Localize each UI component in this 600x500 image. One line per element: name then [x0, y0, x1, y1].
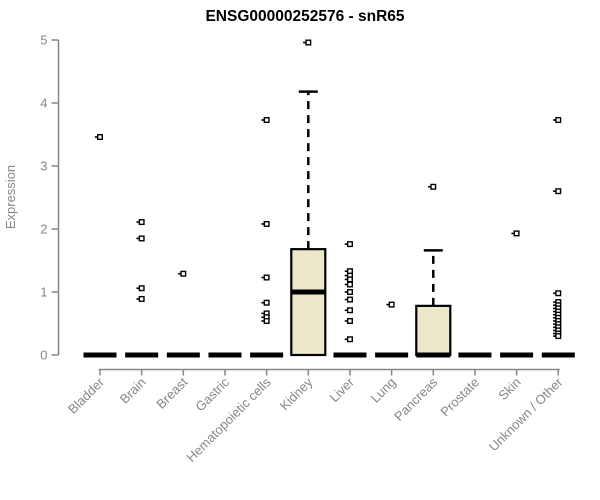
outlier-marker [513, 230, 520, 237]
y-tick-label: 4 [40, 96, 47, 111]
x-category-label-bladder: Bladder [65, 374, 108, 417]
y-tick-label: 5 [40, 33, 47, 48]
y-tick-label: 1 [40, 285, 47, 300]
outlier-marker [263, 274, 270, 281]
zero-bar-unknown-other [541, 352, 575, 358]
outlier-marker [138, 219, 145, 226]
box-group-gastric [208, 352, 242, 358]
zero-bar-brain [125, 352, 159, 358]
box-group-pancreas [415, 183, 452, 358]
outlier-marker [388, 301, 395, 308]
x-category-label-prostate: Prostate [437, 375, 482, 420]
box-group-prostate [458, 352, 492, 358]
box-group-brain [125, 219, 159, 358]
x-category-label-liver: Liver [327, 374, 358, 405]
y-tick-label: 0 [40, 348, 47, 363]
zero-bar-gastric [208, 352, 242, 358]
box-group-liver [333, 241, 367, 358]
box-group-hematopoietic-cells [250, 117, 284, 358]
zero-bar-bladder [83, 352, 117, 358]
box-group-kidney [290, 39, 327, 357]
box-kidney [290, 248, 327, 357]
box-group-skin [500, 230, 534, 358]
outlier-marker [346, 241, 353, 248]
outlier-marker [305, 39, 312, 46]
box-group-unknown-other [541, 117, 575, 358]
outlier-marker [555, 290, 562, 297]
chart-title: ENSG00000252576 - snR65 [205, 8, 404, 25]
outlier-marker [138, 285, 145, 292]
outlier-marker [180, 270, 187, 277]
box-group-lung [375, 301, 409, 358]
x-category-label-gastric: Gastric [192, 374, 232, 414]
x-category-label-lung: Lung [368, 375, 399, 406]
outlier-marker [346, 336, 353, 343]
outlier-marker [263, 317, 270, 324]
x-category-label-brain: Brain [117, 375, 149, 407]
outlier-marker [346, 317, 353, 324]
y-tick-label: 2 [40, 222, 47, 237]
y-tick-label: 3 [40, 159, 47, 174]
zero-bar-lung [375, 352, 409, 358]
x-category-label-kidney: Kidney [277, 374, 316, 413]
zero-bar-skin [500, 352, 534, 358]
box-group-breast [166, 270, 200, 358]
outlier-marker [138, 295, 145, 302]
outlier-marker [346, 289, 353, 296]
outlier-marker [555, 117, 562, 124]
outlier-marker [138, 235, 145, 242]
y-axis-title: Expression [3, 165, 18, 229]
outlier-marker [346, 296, 353, 303]
x-category-label-breast: Breast [153, 374, 190, 411]
outlier-marker [263, 117, 270, 124]
x-category-label-pancreas: Pancreas [391, 374, 441, 424]
box-pancreas [415, 304, 452, 357]
outlier-marker [555, 333, 562, 340]
x-category-label-skin: Skin [495, 375, 523, 403]
box-group-bladder [83, 134, 117, 358]
outlier-marker [346, 276, 353, 283]
outlier-marker [263, 299, 270, 306]
outlier-marker [96, 134, 103, 141]
zero-bar-liver [333, 352, 367, 358]
outlier-marker [346, 307, 353, 314]
zero-bar-prostate [458, 352, 492, 358]
zero-bar-hematopoietic-cells [250, 352, 284, 358]
outlier-marker [430, 183, 437, 190]
outlier-marker [555, 188, 562, 195]
zero-bar-breast [166, 352, 200, 358]
x-category-label-unknown-other: Unknown / Other [486, 374, 566, 454]
outlier-marker [263, 220, 270, 227]
outlier-marker [346, 281, 353, 288]
